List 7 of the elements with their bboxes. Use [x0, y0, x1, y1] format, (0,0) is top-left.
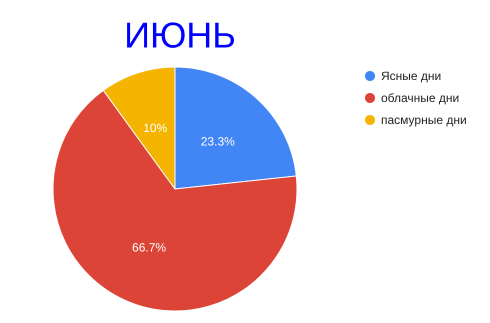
data-label: 23.3% — [200, 134, 236, 148]
data-label: 66.7% — [132, 240, 166, 254]
data-label: 10% — [143, 121, 168, 136]
legend-label: Ясные дни — [381, 69, 442, 83]
chart-title: ИЮНЬ — [124, 14, 236, 56]
legend-label: пасмурные дни — [381, 113, 467, 127]
legend-label: облачные дни — [381, 91, 460, 105]
